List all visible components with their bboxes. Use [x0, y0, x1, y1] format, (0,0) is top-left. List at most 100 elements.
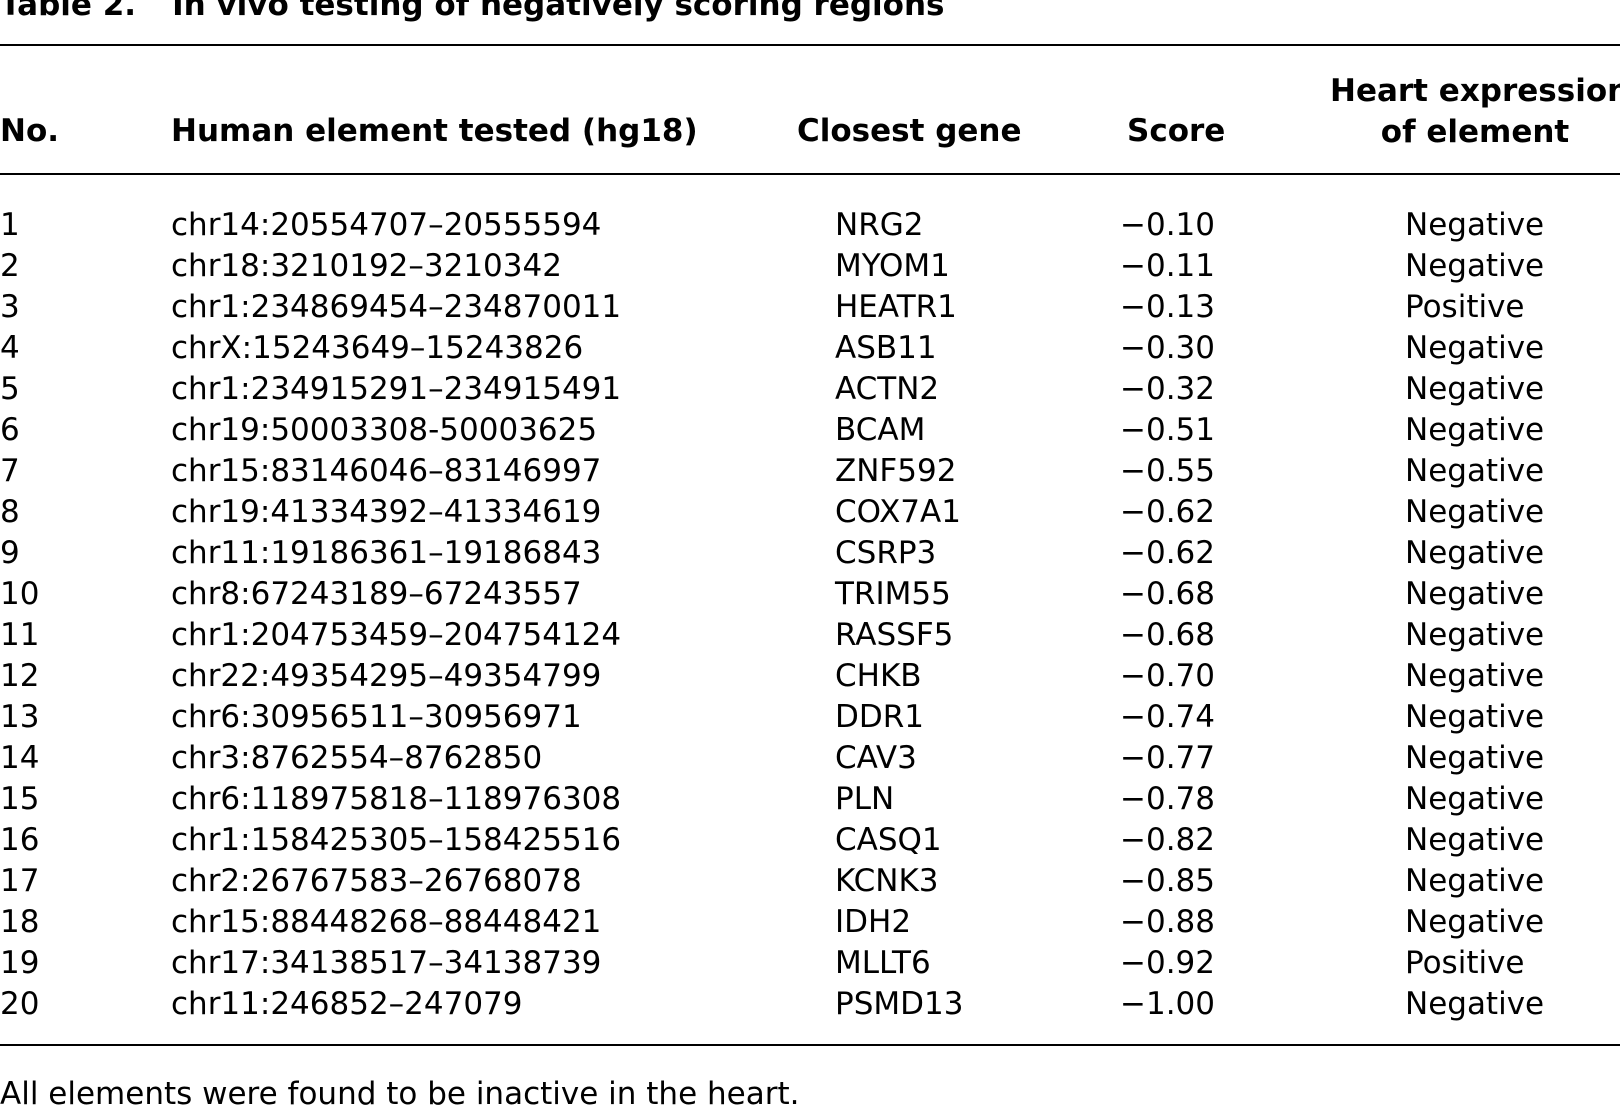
table-row: 12 chr22:49354295–49354799 CHKB −0.70 Negati… [0, 656, 1620, 697]
cell-no: 11 [0, 617, 40, 653]
table-row: 15 chr6:118975818–118976308 PLN −0.78 Negati… [0, 779, 1620, 820]
cell-score: −0.78 [1120, 781, 1215, 817]
cell-element: chr11:19186361–19186843 [171, 535, 602, 571]
cell-score: −0.62 [1120, 494, 1215, 530]
cell-element: chr15:88448268–88448421 [171, 904, 602, 940]
table-row: 5 chr1:234915291–234915491 ACTN2 −0.32 Negat… [0, 369, 1620, 410]
cell-gene: MYOM1 [835, 248, 950, 284]
cell-score: −0.55 [1120, 453, 1215, 489]
cell-score: −0.10 [1120, 207, 1215, 243]
cell-no: 15 [0, 781, 40, 817]
cell-gene: DDR1 [835, 699, 925, 735]
cell-no: 1 [0, 207, 20, 243]
cell-no: 14 [0, 740, 40, 776]
cell-element: chr11:246852–247079 [171, 986, 523, 1022]
cell-no: 6 [0, 412, 20, 448]
table-row: 3 chr1:234869454–234870011 HEATR1 −0.13 Posi… [0, 287, 1620, 328]
cell-gene: ZNF592 [835, 453, 957, 489]
cell-no: 8 [0, 494, 20, 530]
cell-gene: TRIM55 [835, 576, 951, 612]
cell-expression: Negative [1405, 248, 1545, 284]
cell-no: 2 [0, 248, 20, 284]
cell-no: 19 [0, 945, 40, 981]
cell-gene: IDH2 [835, 904, 912, 940]
cell-no: 3 [0, 289, 20, 325]
cell-no: 4 [0, 330, 20, 366]
cell-score: −0.82 [1120, 822, 1215, 858]
cell-element: chr1:234869454–234870011 [171, 289, 622, 325]
cell-element: chr19:50003308-50003625 [171, 412, 598, 448]
cell-score: −0.13 [1120, 289, 1215, 325]
cell-score: −0.51 [1120, 412, 1215, 448]
cell-no: 7 [0, 453, 20, 489]
table-row: 18 chr15:88448268–88448421 IDH2 −0.88 Negati… [0, 902, 1620, 943]
cell-gene: KCNK3 [835, 863, 939, 899]
cell-gene: BCAM [835, 412, 926, 448]
cell-no: 13 [0, 699, 40, 735]
cell-expression: Negative [1405, 371, 1545, 407]
cell-element: chr1:234915291–234915491 [171, 371, 622, 407]
cell-gene: NRG2 [835, 207, 924, 243]
header-expression-line2: of element [1380, 114, 1570, 150]
cell-element: chr6:30956511–30956971 [171, 699, 582, 735]
cell-no: 9 [0, 535, 20, 571]
table-row: 19 chr17:34138517–34138739 MLLT6 −0.92 Posit… [0, 943, 1620, 984]
cell-gene: RASSF5 [835, 617, 954, 653]
cell-expression: Negative [1405, 699, 1545, 735]
cell-expression: Negative [1405, 494, 1545, 530]
cell-expression: Negative [1405, 658, 1545, 694]
cell-element: chr3:8762554–8762850 [171, 740, 543, 776]
table-row: 16 chr1:158425305–158425516 CASQ1 −0.82 Nega… [0, 820, 1620, 861]
bottom-rule [0, 1044, 1620, 1046]
cell-element: chr2:26767583–26768078 [171, 863, 582, 899]
top-rule [0, 44, 1620, 46]
table-caption: In vivo testing of negatively scoring re… [172, 0, 945, 23]
cell-gene: PLN [835, 781, 895, 817]
cell-score: −0.68 [1120, 617, 1215, 653]
cell-score: −1.00 [1120, 986, 1215, 1022]
cell-score: −0.32 [1120, 371, 1215, 407]
table-row: 8 chr19:41334392–41334619 COX7A1 −0.62 Negat… [0, 492, 1620, 533]
cell-element: chr22:49354295–49354799 [171, 658, 602, 694]
cell-expression: Negative [1405, 207, 1545, 243]
cell-expression: Positive [1405, 945, 1525, 981]
table-row: 20 chr11:246852–247079 PSMD13 −1.00 Negative [0, 984, 1620, 1025]
table-row: 6 chr19:50003308-50003625 BCAM −0.51 Negativ… [0, 410, 1620, 451]
cell-gene: CSRP3 [835, 535, 937, 571]
cell-gene: ASB11 [835, 330, 937, 366]
cell-element: chr18:3210192–3210342 [171, 248, 562, 284]
cell-gene: PSMD13 [835, 986, 964, 1022]
table-row: 2 chr18:3210192–3210342 MYOM1 −0.11 Negative [0, 246, 1620, 287]
header-expression: Heart expression of element [1330, 71, 1620, 153]
cell-element: chr1:158425305–158425516 [171, 822, 622, 858]
cell-element: chr6:118975818–118976308 [171, 781, 622, 817]
table-number: Table 2. [0, 0, 137, 23]
table-row: 7 chr15:83146046–83146997 ZNF592 −0.55 Negat… [0, 451, 1620, 492]
cell-gene: COX7A1 [835, 494, 961, 530]
cell-score: −0.92 [1120, 945, 1215, 981]
cell-element: chr1:204753459–204754124 [171, 617, 622, 653]
cell-no: 18 [0, 904, 40, 940]
cell-gene: CAV3 [835, 740, 917, 776]
cell-element: chr17:34138517–34138739 [171, 945, 602, 981]
cell-expression: Negative [1405, 617, 1545, 653]
cell-no: 16 [0, 822, 40, 858]
cell-expression: Negative [1405, 904, 1545, 940]
cell-expression: Negative [1405, 740, 1545, 776]
header-element: Human element tested (hg18) [171, 113, 698, 149]
cell-expression: Negative [1405, 781, 1545, 817]
cell-score: −0.77 [1120, 740, 1215, 776]
cell-expression: Negative [1405, 576, 1545, 612]
cell-element: chr15:83146046–83146997 [171, 453, 602, 489]
table-row: 13 chr6:30956511–30956971 DDR1 −0.74 Negativ… [0, 697, 1620, 738]
header-rule [0, 173, 1620, 175]
cell-element: chr19:41334392–41334619 [171, 494, 602, 530]
cell-expression: Negative [1405, 863, 1545, 899]
header-gene: Closest gene [797, 113, 1022, 149]
cell-expression: Negative [1405, 453, 1545, 489]
cell-expression: Negative [1405, 412, 1545, 448]
cell-gene: ACTN2 [835, 371, 940, 407]
header-score: Score [1127, 113, 1226, 149]
header-expression-line1: Heart expression [1330, 73, 1620, 109]
cell-expression: Negative [1405, 822, 1545, 858]
